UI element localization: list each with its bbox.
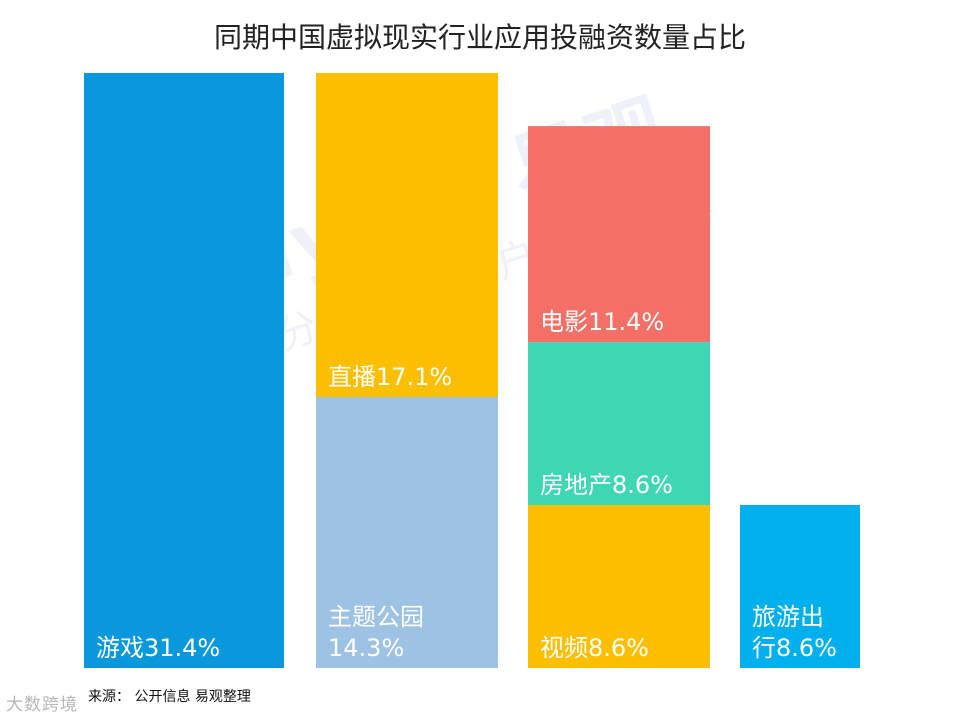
bar-segment-直播	[316, 73, 498, 397]
bar-segment-电影	[528, 126, 710, 343]
corner-logo: 大数跨境	[6, 695, 78, 715]
segment-label-房地产: 房地产8.6%	[540, 471, 673, 499]
bar-segment-视频	[528, 505, 710, 668]
segment-label-电影: 电影11.4%	[540, 308, 664, 336]
segment-label-主题公园: 主题公园 14.3%	[328, 603, 424, 662]
segment-label-游戏: 游戏31.4%	[96, 634, 220, 662]
segment-label-视频: 视频8.6%	[540, 634, 649, 662]
bar-segment-游戏	[84, 73, 284, 668]
source-note: 来源： 公开信息 易观整理	[88, 689, 251, 705]
bar-segment-旅游出行	[740, 505, 860, 668]
chart-title: 同期中国虚拟现实行业应用投融资数量占比	[213, 21, 746, 54]
bar-segment-主题公园	[316, 397, 498, 668]
segment-label-直播: 直播17.1%	[328, 363, 452, 391]
segment-label-旅游出行: 旅游出行8.6%	[752, 603, 837, 662]
bar-segment-房地产	[528, 342, 710, 506]
